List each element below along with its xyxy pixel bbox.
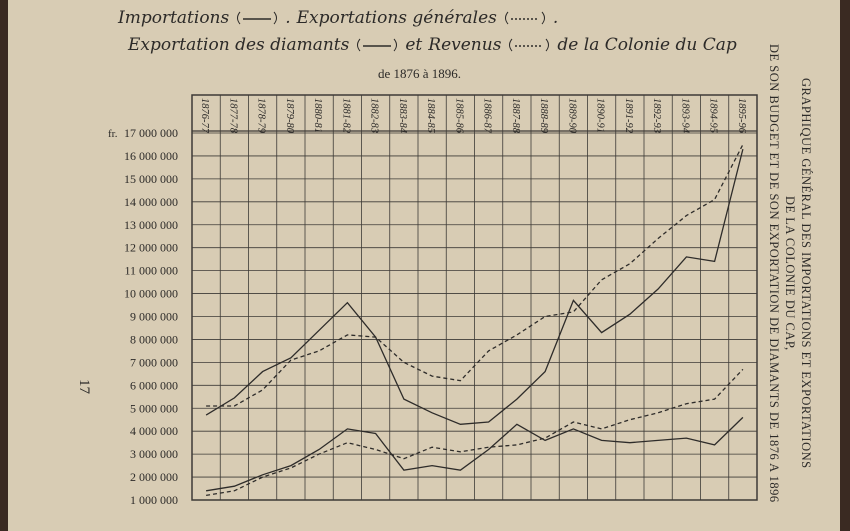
x-tick-label: 1892-93 [651,98,662,133]
title-join: de la Colonie du Cap [557,34,737,55]
paren [357,38,361,51]
y-tick-label: 4 000 000 [130,424,178,438]
x-tick-label: 1895-96 [736,98,747,134]
paren [546,38,550,51]
side-caption-line: DE SON BUDGET ET DE SON EXPORTATION DE D… [767,43,781,503]
series-line [205,368,744,497]
title-line: Importations. Exportations générales. [118,4,758,31]
chart-subtitle: de 1876 à 1896. [378,66,462,81]
y-tick-label: 10 000 000 [124,287,178,301]
legend-sample [504,11,545,24]
x-tick-label: 1882-83 [369,98,380,133]
x-tick-label: 1883-84 [397,98,408,134]
title-join: et [405,34,423,55]
legend-sample [509,38,550,51]
y-tick-label: 6 000 000 [130,378,178,392]
series-line [205,416,744,492]
x-tick-label: 1891-92 [623,98,634,134]
paren [504,11,509,24]
y-tick-label: 1 000 000 [130,493,178,507]
title-line: Exportation des diamants et Revenus de la C… [118,31,758,58]
paren [393,38,398,51]
x-tick-label: 1878-79 [256,98,267,134]
paren [541,11,545,24]
x-tick-label: 1884-85 [425,98,436,133]
paren [237,11,241,24]
x-tick-label: 1881-82 [340,98,351,134]
chart-title: Importations. Exportations générales. Exp… [118,4,758,58]
x-tick-label: 1889-90 [566,98,577,134]
x-tick-label: 1877-78 [227,98,238,134]
title-join: . [285,7,291,28]
y-tick-label: 15 000 000 [124,172,178,186]
paper: Importations. Exportations générales. Exp… [8,0,840,531]
y-tick-label: 11 000 000 [124,264,178,278]
x-tick-label: 1887-88 [510,98,521,134]
side-caption-line: GRAPHIQUE GÉNÉRAL DES IMPORTATIONS ET EX… [799,77,813,469]
y-tick-label: 17 000 000 [124,126,178,140]
y-tick-label: 13 000 000 [124,218,178,232]
legend-sample [357,38,398,51]
x-tick-label: 1888-89 [538,98,549,134]
x-tick-label: 1879-80 [284,98,295,134]
paren [273,11,278,24]
x-tick-label: 1880-81 [312,98,323,133]
side-caption-line: DE LA COLONIE DU CAP, [783,195,797,351]
series-line [205,148,744,425]
y-tick-label: 9 000 000 [130,310,178,324]
legend-label: Revenus [428,34,502,55]
y-tick-label: 2 000 000 [130,470,178,484]
legend-label: Exportations générales [296,7,497,28]
legend-label: Importations [118,7,230,28]
x-tick-label: 1890-91 [595,98,606,133]
y-tick-label: 7 000 000 [130,355,178,369]
y-tick-label: 8 000 000 [130,332,178,346]
y-tick-label: 12 000 000 [124,241,178,255]
paren [509,38,513,51]
legend-label: Exportation des diamants [128,34,350,55]
title-join: . [552,7,559,28]
y-tick-label: 3 000 000 [130,447,178,461]
x-tick-label: 1886-87 [482,98,493,134]
x-tick-label: 1893-94 [679,98,690,134]
legend-sample [237,11,278,24]
x-tick-label: 1894-95 [708,98,719,133]
y-unit: fr. [108,128,118,140]
side-caption: GRAPHIQUE GÉNÉRAL DES IMPORTATIONS ET EX… [766,38,814,508]
x-tick-label: 1876-77 [199,98,210,134]
x-tick-label: 1885-86 [453,98,464,134]
series-line [206,144,744,407]
y-tick-label: 14 000 000 [124,195,178,209]
y-tick-label: 16 000 000 [124,149,178,163]
y-tick-label: 5 000 000 [130,401,178,415]
